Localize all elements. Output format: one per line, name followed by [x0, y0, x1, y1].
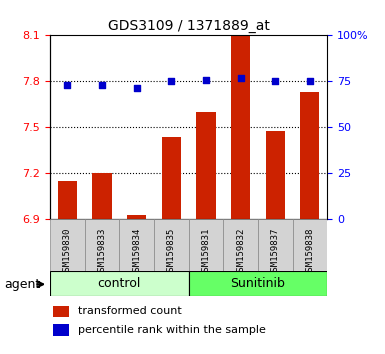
Bar — [189, 271, 327, 296]
Bar — [223, 219, 258, 271]
Text: GSM159830: GSM159830 — [63, 227, 72, 275]
Point — [272, 78, 278, 84]
Point — [238, 75, 244, 80]
Point — [203, 78, 209, 83]
Point — [134, 86, 140, 91]
Bar — [92, 173, 112, 219]
Bar — [127, 215, 146, 219]
Bar — [119, 219, 154, 271]
Text: GSM159833: GSM159833 — [97, 227, 107, 275]
Text: GSM159831: GSM159831 — [201, 227, 211, 275]
Text: GSM159832: GSM159832 — [236, 227, 245, 275]
Point — [168, 79, 174, 84]
Bar — [53, 306, 69, 317]
Title: GDS3109 / 1371889_at: GDS3109 / 1371889_at — [108, 19, 270, 33]
Text: GSM159838: GSM159838 — [305, 227, 315, 275]
Text: GSM159835: GSM159835 — [167, 227, 176, 275]
Text: agent: agent — [4, 278, 40, 291]
Text: GSM159834: GSM159834 — [132, 227, 141, 275]
Bar — [231, 35, 250, 219]
Bar — [85, 219, 119, 271]
Point — [307, 78, 313, 84]
Text: percentile rank within the sample: percentile rank within the sample — [78, 325, 266, 335]
Bar — [53, 324, 69, 336]
Bar — [189, 219, 223, 271]
Text: GSM159837: GSM159837 — [271, 227, 280, 275]
Text: Sunitinib: Sunitinib — [231, 277, 285, 290]
Bar — [258, 219, 293, 271]
Point — [99, 82, 105, 88]
Bar — [154, 219, 189, 271]
Bar — [300, 92, 320, 219]
Bar — [266, 131, 285, 219]
Bar — [162, 137, 181, 219]
Bar — [196, 112, 216, 219]
Bar — [58, 181, 77, 219]
Bar — [50, 219, 85, 271]
Text: control: control — [98, 277, 141, 290]
Point — [64, 82, 70, 88]
Bar — [293, 219, 327, 271]
Bar — [50, 271, 189, 296]
Text: transformed count: transformed count — [78, 307, 181, 316]
